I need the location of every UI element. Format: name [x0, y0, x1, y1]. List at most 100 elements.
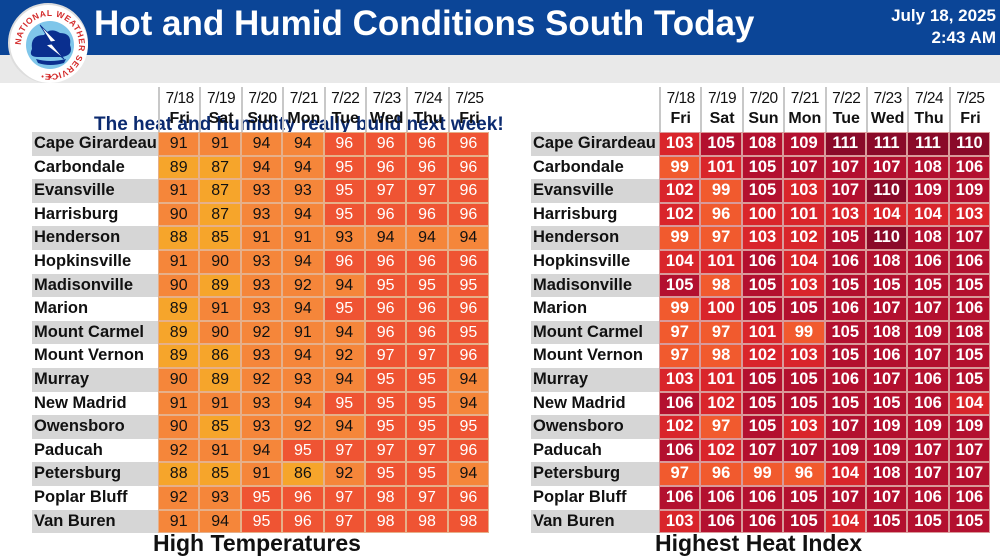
table-row: Owensboro 90 85 93 92 94 95 95 95 [32, 415, 490, 439]
value-cell: 102 [659, 202, 701, 227]
value-cell: 106 [907, 485, 949, 510]
value-cell: 97 [364, 179, 407, 203]
value-cell: 105 [741, 367, 784, 392]
value-cell: 96 [406, 155, 448, 180]
column-weekday: Sun [247, 110, 278, 127]
value-cell: 96 [447, 155, 490, 180]
value-cell: 92 [323, 344, 365, 368]
value-cell: 94 [447, 367, 490, 392]
value-cell: 101 [741, 320, 784, 345]
value-cell: 105 [659, 273, 701, 298]
table-row: Carbondale 99 101 105 107 107 107 108 106 [531, 155, 991, 180]
value-cell: 105 [741, 391, 784, 416]
value-cell: 99 [659, 155, 701, 180]
column-weekday: Fri [960, 110, 981, 127]
value-cell: 103 [948, 202, 991, 227]
column-weekday: Mon [788, 110, 822, 127]
value-cell: 89 [199, 367, 241, 392]
value-cell: 91 [158, 132, 200, 156]
city-name: Murray [32, 367, 158, 392]
value-cell: 105 [783, 367, 825, 392]
value-cell: 103 [741, 226, 784, 250]
value-cell: 107 [907, 297, 949, 321]
column-header: 7/18 Fri [158, 87, 199, 132]
value-cell: 92 [282, 415, 324, 439]
value-cell: 96 [783, 462, 825, 486]
value-cell: 106 [741, 249, 784, 274]
column-date: 7/18 [165, 90, 195, 107]
value-cell: 91 [199, 438, 241, 463]
value-cell: 93 [199, 485, 241, 510]
city-name: Cape Girardeau [32, 132, 158, 156]
value-cell: 109 [948, 179, 991, 203]
column-date: 7/19 [207, 90, 236, 107]
value-cell: 106 [741, 509, 784, 534]
value-cell: 105 [824, 226, 866, 250]
value-cell: 94 [282, 391, 324, 416]
value-cell: 91 [158, 391, 200, 416]
city-name: Petersburg [32, 462, 158, 486]
value-cell: 97 [700, 226, 742, 250]
value-cell: 97 [406, 344, 448, 368]
value-cell: 107 [865, 297, 908, 321]
value-cell: 97 [323, 509, 365, 534]
column-date: 7/25 [956, 90, 985, 107]
value-cell: 91 [199, 297, 241, 321]
value-cell: 95 [240, 485, 283, 510]
value-cell: 107 [824, 485, 866, 510]
column-weekday: Sat [208, 110, 234, 127]
page-title: Hot and Humid Conditions South Today [94, 4, 755, 43]
table-row: New Madrid 106 102 105 105 105 105 106 104 [531, 391, 991, 416]
value-cell: 107 [865, 367, 908, 392]
column-weekday: Fri [169, 110, 190, 127]
value-cell: 109 [907, 320, 949, 345]
value-cell: 105 [948, 273, 991, 298]
value-cell: 94 [199, 509, 241, 534]
value-cell: 86 [282, 462, 324, 486]
column-header: 7/18 Fri [659, 87, 700, 132]
table-row: Marion 89 91 93 94 95 96 96 96 [32, 297, 490, 321]
value-cell: 111 [865, 132, 908, 156]
value-cell: 102 [659, 415, 701, 439]
value-cell: 97 [406, 485, 448, 510]
column-weekday: Wed [369, 110, 404, 127]
city-name: Carbondale [34, 157, 125, 176]
city-name: Owensboro [531, 415, 659, 439]
value-cell: 109 [948, 415, 991, 439]
table-row: Petersburg 88 85 91 86 92 95 95 94 [32, 462, 490, 486]
value-cell: 109 [865, 415, 908, 439]
column-weekday: Thu [413, 110, 443, 127]
value-cell: 105 [783, 391, 825, 416]
value-cell: 95 [364, 367, 407, 392]
value-cell: 109 [783, 132, 825, 156]
value-cell: 95 [406, 367, 448, 392]
value-cell: 106 [948, 485, 991, 510]
value-cell: 102 [700, 391, 742, 416]
city-name: Madisonville [32, 273, 158, 298]
value-cell: 97 [406, 438, 448, 463]
value-cell: 110 [948, 132, 991, 156]
value-cell: 106 [700, 485, 742, 510]
value-cell: 95 [406, 391, 448, 416]
value-cell: 111 [907, 132, 949, 156]
issue-time: 2:43 AM [931, 28, 996, 47]
table-row: Mount Carmel 97 97 101 99 105 108 109 108 [531, 320, 991, 345]
value-cell: 94 [323, 415, 365, 439]
value-cell: 95 [406, 415, 448, 439]
city-name: Evansville [531, 179, 659, 203]
value-cell: 94 [240, 438, 283, 463]
column-date: 7/25 [455, 90, 484, 107]
value-cell: 106 [824, 367, 866, 392]
column-date: 7/23 [873, 90, 903, 107]
value-cell: 92 [158, 485, 200, 510]
value-cell: 91 [240, 462, 283, 486]
table-row: Paducah 92 91 94 95 97 97 97 96 [32, 438, 490, 463]
value-cell: 96 [364, 249, 407, 274]
value-cell: 95 [447, 320, 490, 345]
value-cell: 85 [199, 462, 241, 486]
value-cell: 103 [783, 344, 825, 368]
table-row: Madisonville 105 98 105 103 105 105 105 105 [531, 273, 991, 298]
value-cell: 95 [282, 438, 324, 463]
value-cell: 95 [364, 462, 407, 486]
value-cell: 105 [783, 485, 825, 510]
